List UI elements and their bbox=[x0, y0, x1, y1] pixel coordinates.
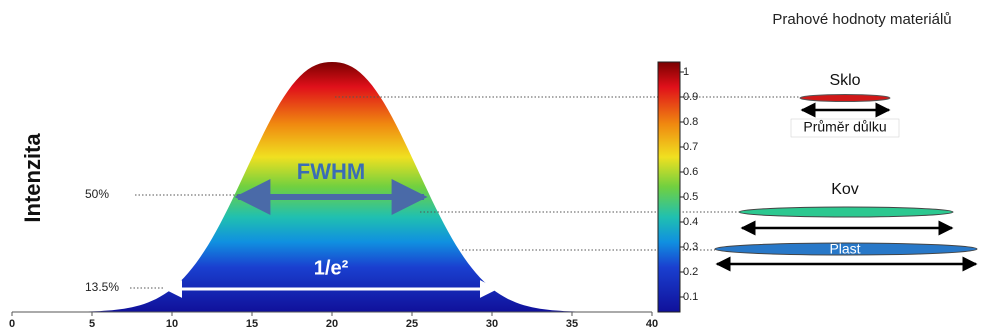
x-tick-label: 10 bbox=[166, 318, 178, 330]
x-tick-label: 20 bbox=[326, 318, 338, 330]
title: Prahové hodnoty materiálů bbox=[772, 11, 951, 28]
y-axis-label: Intenzita bbox=[20, 133, 45, 223]
e2-label: 1/e² bbox=[314, 257, 349, 279]
colorbar-tick-label: 0.4 bbox=[683, 216, 698, 228]
colorbar-tick-label: 0.8 bbox=[683, 116, 698, 128]
colorbar-tick-label: 0.5 bbox=[683, 191, 698, 203]
crater-label: Průměr důlku bbox=[803, 119, 886, 135]
material-label: Kov bbox=[831, 181, 859, 198]
crater bbox=[739, 207, 953, 217]
colorbar-tick-label: 0.7 bbox=[683, 141, 698, 153]
colorbar-tick-label: 0.9 bbox=[683, 91, 698, 103]
x-tick-label: 25 bbox=[406, 318, 418, 330]
x-tick-label: 0 bbox=[9, 318, 15, 330]
material-label: Sklo bbox=[829, 72, 860, 89]
diagram: FWHM 1/e² 50% 13.5% Intenzita Prahové ho… bbox=[0, 0, 985, 332]
level-label: 50% bbox=[85, 187, 109, 201]
colorbar bbox=[658, 62, 680, 312]
level-label: 13.5% bbox=[85, 280, 119, 294]
material-label: Plast bbox=[829, 241, 860, 257]
x-tick-label: 30 bbox=[486, 318, 498, 330]
crater bbox=[800, 95, 890, 102]
colorbar-tick-label: 0.6 bbox=[683, 166, 698, 178]
colorbar-tick-label: 1 bbox=[683, 66, 689, 78]
fwhm-label: FWHM bbox=[297, 159, 365, 184]
colorbar-tick-label: 0.1 bbox=[683, 291, 698, 303]
x-tick-label: 5 bbox=[89, 318, 95, 330]
page: {"header": {"title": "Prahové hodnoty ma… bbox=[0, 0, 985, 332]
colorbar-tick-label: 0.2 bbox=[683, 266, 698, 278]
colorbar-tick-label: 0.3 bbox=[683, 241, 698, 253]
x-tick-label: 40 bbox=[646, 318, 658, 330]
x-tick-label: 15 bbox=[246, 318, 258, 330]
x-tick-label: 35 bbox=[566, 318, 578, 330]
